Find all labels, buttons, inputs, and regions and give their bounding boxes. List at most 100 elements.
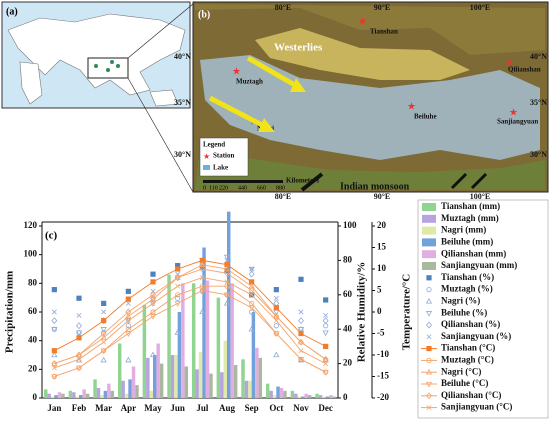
panel-label: (a) <box>6 6 18 17</box>
y-tick-label: 20 <box>28 363 38 373</box>
marker <box>199 308 206 315</box>
bar <box>304 393 308 398</box>
marker <box>426 345 432 352</box>
marker <box>273 305 279 311</box>
bar <box>149 390 153 398</box>
bar <box>223 340 227 398</box>
marker <box>76 351 82 359</box>
bar <box>265 383 270 398</box>
station-star: ★ <box>232 66 241 77</box>
bar <box>156 343 160 398</box>
chart: 0 20 40 60 80 100 120 0 20 40 60 80 100 -20 -15 -10 -5 0 5… <box>4 199 549 419</box>
marker <box>248 325 255 332</box>
marker <box>149 295 157 302</box>
bar <box>153 355 157 398</box>
lon-label: 100°E <box>470 192 491 201</box>
legend-label: Station <box>213 152 235 160</box>
land <box>7 13 186 96</box>
lat-label: 35°N <box>530 98 547 107</box>
marker <box>426 334 432 340</box>
y3-tick-label: -20 <box>377 392 389 402</box>
station-star: ★ <box>505 57 514 68</box>
y3-tick-label: 0 <box>377 306 382 316</box>
bar <box>216 297 221 398</box>
arrow <box>246 55 302 91</box>
x-tick-label: Dec <box>318 403 333 413</box>
lat-label: 35°N <box>174 98 191 107</box>
y3-tick-label: 10 <box>377 263 387 273</box>
y-tick-label: 80 <box>28 277 38 287</box>
legend-label: Sanjiangyuan (mm) <box>441 260 517 270</box>
legend-label: Muztagh (%) <box>441 284 493 294</box>
bar <box>195 369 199 398</box>
station-star: ★ <box>358 16 367 27</box>
scale-tick: 880 <box>276 185 285 191</box>
bar <box>276 386 280 398</box>
marker <box>199 275 205 281</box>
bar <box>272 395 277 398</box>
marker <box>297 357 305 363</box>
lon-label: 80°E <box>275 192 292 201</box>
bar <box>174 355 178 398</box>
marker <box>175 283 181 289</box>
bar <box>244 380 249 398</box>
legend-label: Nagri (%) <box>441 295 480 305</box>
arrow <box>290 78 306 92</box>
legend-label: Tianshan (°C) <box>441 343 495 353</box>
bar <box>297 396 301 398</box>
land <box>149 89 179 107</box>
bar <box>220 372 224 398</box>
legend-label: Nagri (°C) <box>441 366 481 376</box>
bar <box>202 247 206 398</box>
marker <box>75 330 83 337</box>
marker <box>174 329 181 335</box>
marker <box>273 312 280 320</box>
legend-label: Tianshan (%) <box>441 272 494 282</box>
y2-tick-label: 0 <box>343 392 348 402</box>
marker <box>223 254 231 261</box>
bar <box>131 366 136 398</box>
marker <box>426 321 432 329</box>
bar <box>170 355 175 398</box>
marker <box>125 318 132 325</box>
marker <box>426 357 432 363</box>
marker <box>223 292 231 299</box>
bar <box>205 280 210 398</box>
panel-b: 80°E 90°E 100°E 80°E 90°E 100°E 40°N 35°… <box>174 1 549 201</box>
legend-label: Beiluhe (mm) <box>441 236 493 246</box>
marker <box>76 295 82 301</box>
marker <box>298 348 304 354</box>
bar <box>329 395 333 398</box>
bar <box>142 304 147 398</box>
bar <box>159 363 164 398</box>
marker <box>51 327 58 333</box>
marker <box>425 368 433 375</box>
x-tick-label: Jan <box>47 403 61 413</box>
bar <box>325 396 330 398</box>
marker <box>273 312 280 319</box>
legend-label: Muztagh (mm) <box>441 213 499 223</box>
y3-tick-label: -15 <box>377 371 389 381</box>
marker <box>322 355 329 363</box>
y3-axis-title: Temperature/°C <box>401 274 413 351</box>
marker <box>248 305 255 312</box>
bar <box>167 274 171 398</box>
bar <box>230 283 234 398</box>
panel-a: (a) <box>1 1 194 193</box>
bar <box>79 395 83 398</box>
marker <box>125 331 132 337</box>
legend-label: Nagri (mm) <box>441 225 486 235</box>
bar <box>124 393 129 398</box>
lake-swatch <box>203 165 210 170</box>
legend-label: Qilianshan (°C) <box>441 390 501 400</box>
bar <box>68 390 73 398</box>
legend-label: Sanjiangyuan (%) <box>441 331 511 341</box>
legend-swatch <box>422 203 436 211</box>
panel-label: (c) <box>45 230 58 242</box>
legend-label: Beiluhe (°C) <box>441 378 488 388</box>
bar <box>248 380 252 398</box>
marker <box>100 330 107 337</box>
arrow <box>470 172 488 190</box>
scale-tick: 110 <box>209 185 218 191</box>
site <box>110 60 114 64</box>
